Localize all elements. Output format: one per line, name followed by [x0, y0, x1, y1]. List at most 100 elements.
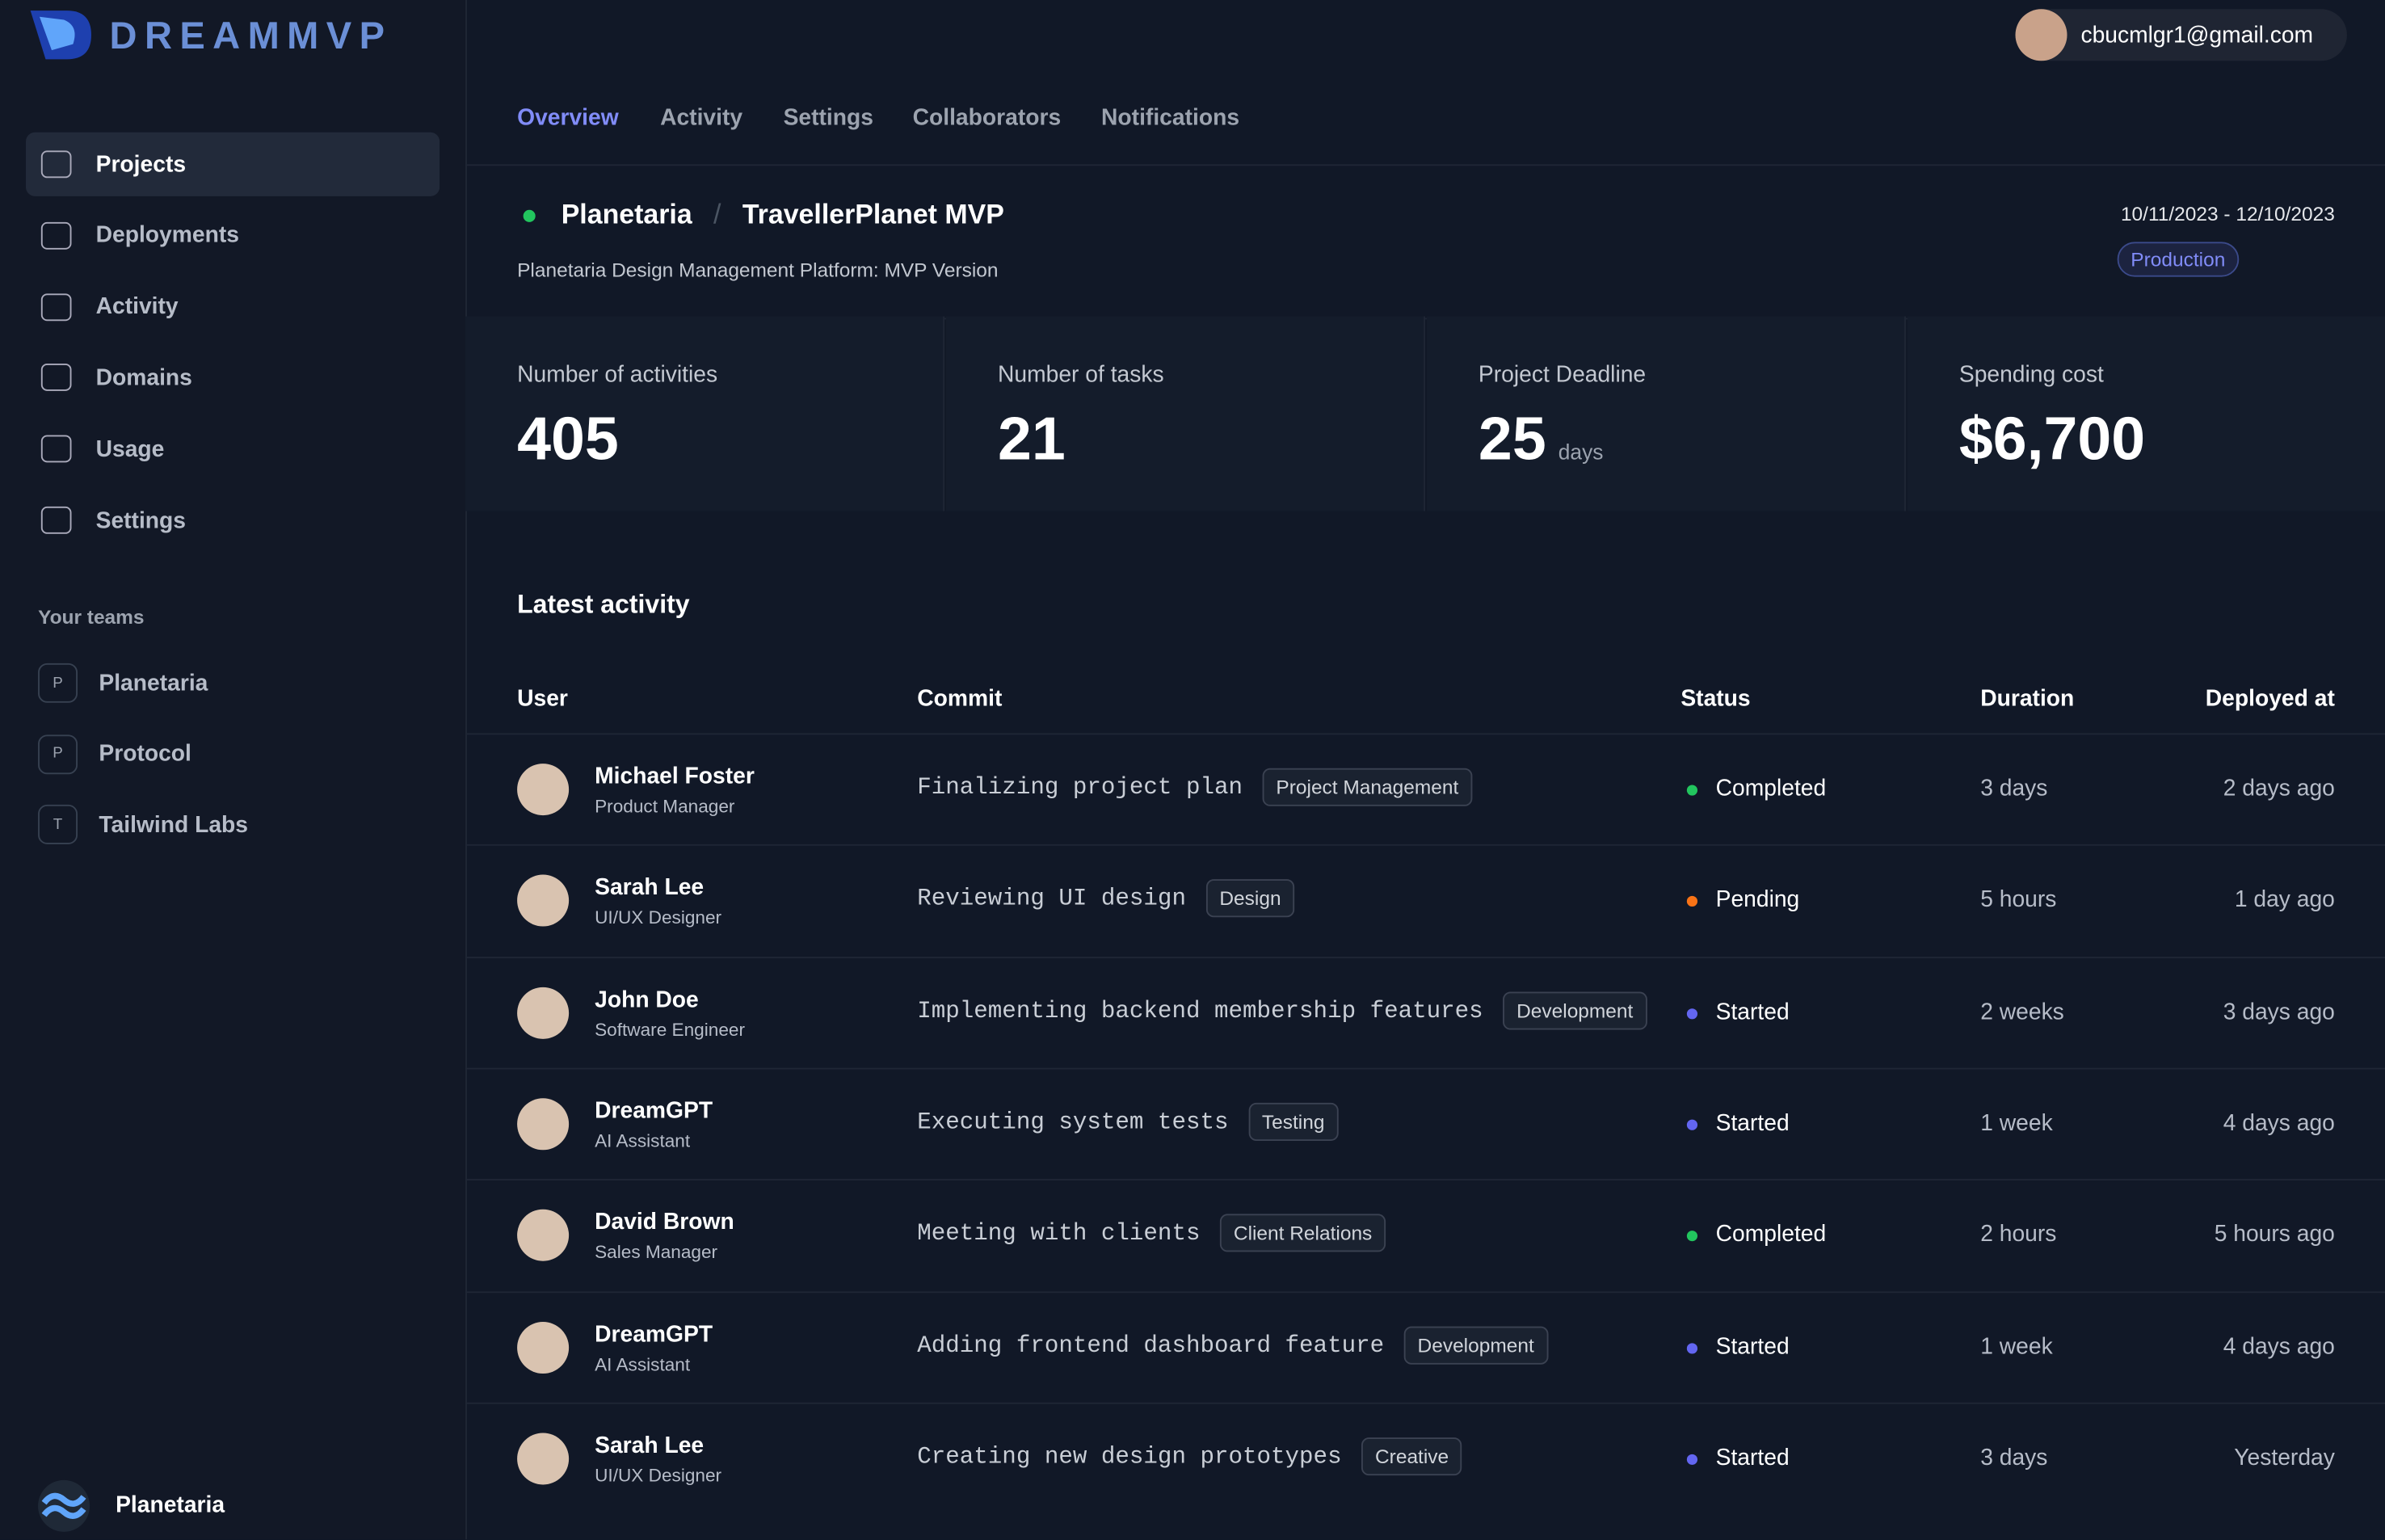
stat-value: $6,700 — [1958, 406, 2146, 473]
nav-icon — [40, 364, 72, 392]
stat-card: Number of tasks 21 — [946, 316, 1426, 511]
duration: 1 week — [1980, 1333, 2053, 1360]
team-item[interactable]: P Planetaria — [38, 663, 208, 703]
status: Started — [1715, 1445, 1790, 1471]
separator: / — [713, 199, 721, 230]
sidebar: DREAMMVP Your teams Planetaria Projects D… — [0, 0, 467, 1540]
tab[interactable]: Activity — [660, 104, 743, 131]
status-dot — [1686, 1008, 1698, 1019]
duration: 2 weeks — [1980, 999, 2064, 1025]
column-header: Status — [1680, 686, 1751, 713]
commit-message: Adding frontend dashboard feature — [917, 1331, 1385, 1359]
commit: Reviewing UI design Design — [917, 879, 1295, 918]
nav-icon — [40, 506, 72, 534]
environment-badge: Production — [2117, 242, 2240, 277]
user-role: UI/UX Designer — [595, 1464, 722, 1486]
status: Started — [1715, 999, 1790, 1025]
team-initial: P — [38, 663, 78, 703]
nav-label: Deployments — [95, 222, 239, 249]
user-name: DreamGPT — [595, 1098, 713, 1125]
user-avatar — [517, 987, 570, 1039]
nav-label: Projects — [95, 151, 187, 178]
stat-value-wrap: $6,700 — [1959, 406, 2385, 475]
tab[interactable]: Settings — [783, 104, 873, 131]
commit-message: Creating new design prototypes — [917, 1442, 1342, 1471]
team-name: Protocol — [99, 741, 191, 768]
activity-row: DreamGPT AI Assistant Executing system tes… — [465, 1067, 2385, 1180]
project-dates: 10/11/2023 - 12/10/2023 — [2120, 202, 2335, 225]
deployed-at: 3 days ago — [2223, 999, 2335, 1025]
team-name: Tailwind Labs — [99, 812, 249, 839]
commit-tag: Design — [1205, 879, 1295, 918]
nav-item[interactable]: Settings — [26, 488, 440, 552]
status-dot — [1686, 1454, 1698, 1465]
nav-icon — [40, 292, 72, 321]
user-avatar — [517, 875, 570, 928]
activity-row: Sarah Lee UI/UX Designer Reviewing UI desi… — [465, 844, 2385, 957]
activity-row: Michael Foster Product Manager Finalizing … — [465, 733, 2385, 845]
stat-label: Spending cost — [1958, 362, 2104, 389]
stat-value-wrap: 21 — [998, 406, 1424, 475]
nav-item[interactable]: Activity — [26, 275, 440, 339]
status-dot — [1686, 1231, 1698, 1242]
commit-tag: Project Management — [1262, 768, 1473, 806]
status-dot — [1686, 785, 1698, 796]
nav-icon — [40, 435, 72, 463]
user-role: Product Manager — [595, 795, 735, 817]
stat-value: 405 — [517, 406, 619, 473]
user-name: Michael Foster — [595, 764, 755, 790]
nav-label: Usage — [95, 435, 165, 462]
nav-item[interactable]: Domains — [26, 346, 440, 410]
project-org[interactable]: Planetaria — [561, 199, 692, 230]
stat-card: Number of activities 405 — [465, 316, 945, 511]
user-avatar — [517, 1321, 570, 1374]
stat-value: 21 — [998, 406, 1066, 473]
deployed-at: 2 days ago — [2223, 776, 2335, 802]
deployed-at: 5 hours ago — [2214, 1222, 2335, 1248]
stat-value-wrap: 25 days — [1479, 406, 1904, 475]
commit: Creating new design prototypes Creative — [917, 1437, 1463, 1475]
team-item[interactable]: T Tailwind Labs — [38, 805, 249, 845]
team-initial: T — [38, 805, 78, 845]
project-description: Planetaria Design Management Platform: M… — [517, 259, 999, 282]
user-avatar — [2015, 9, 2067, 61]
commit-tag: Client Relations — [1219, 1214, 1386, 1252]
status-dot — [1686, 1119, 1698, 1130]
stat-card: Project Deadline 25 days — [1426, 316, 1906, 511]
column-header: Commit — [917, 686, 1003, 713]
user-email: cbucmlgr1@gmail.com — [2080, 22, 2314, 48]
commit-tag: Development — [1403, 1325, 1548, 1364]
user-role: Sales Manager — [595, 1241, 718, 1263]
duration: 2 hours — [1980, 1222, 2057, 1248]
user-name: Sarah Lee — [595, 875, 705, 902]
user-menu[interactable]: cbucmlgr1@gmail.com — [2015, 9, 2347, 61]
footer-team[interactable]: Planetaria — [116, 1492, 225, 1518]
user-role: AI Assistant — [595, 1353, 691, 1374]
tab[interactable]: Collaborators — [912, 104, 1062, 131]
user-avatar — [517, 764, 570, 816]
stat-value-wrap: 405 — [517, 406, 943, 475]
deployed-at: 4 days ago — [2223, 1110, 2335, 1137]
user-name: John Doe — [595, 987, 699, 1013]
section-title: Latest activity — [517, 590, 690, 620]
commit-tag: Testing — [1247, 1102, 1339, 1141]
status-dot — [1686, 1342, 1698, 1353]
user-role: AI Assistant — [595, 1130, 691, 1151]
nav-item[interactable]: Deployments — [26, 204, 440, 267]
user-name: DreamGPT — [595, 1321, 713, 1348]
status: Started — [1715, 1110, 1790, 1137]
user-name: Sarah Lee — [595, 1433, 705, 1459]
user-avatar — [517, 1433, 570, 1485]
stat-label: Number of tasks — [998, 362, 1164, 389]
user-avatar — [517, 1098, 570, 1151]
team-item[interactable]: P Protocol — [38, 734, 191, 774]
nav-label: Settings — [95, 507, 187, 533]
project-name: TravellerPlanet MVP — [742, 199, 1004, 230]
teams-heading: Your teams — [38, 605, 145, 629]
commit: Executing system tests Testing — [917, 1102, 1339, 1141]
tab[interactable]: Notifications — [1101, 104, 1240, 131]
nav-item[interactable]: Usage — [26, 417, 440, 481]
tab[interactable]: Overview — [517, 104, 619, 131]
nav-label: Domains — [95, 364, 192, 391]
nav-item[interactable]: Projects — [26, 132, 440, 196]
